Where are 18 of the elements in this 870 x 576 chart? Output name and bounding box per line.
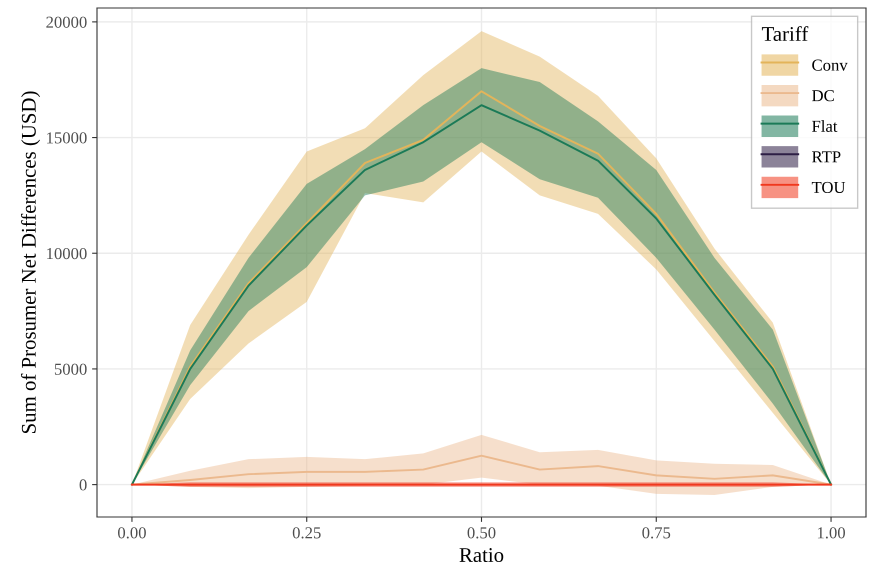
y-tick-label: 15000 [47,132,87,144]
y-tick-label: 10000 [47,248,87,260]
x-tick-label: 0.75 [642,527,670,539]
legend-title: Tariff [762,26,808,41]
y-tick-label: 20000 [46,16,87,28]
legend-label: Flat [812,120,838,132]
x-tick-label: 1.00 [818,527,845,539]
x-tick-label: 0.25 [292,527,321,539]
legend-label: RTP [812,151,840,162]
legend-label: TOU [812,182,846,194]
y-tick-label: 0 [80,479,87,491]
x-axis-title: Ratio [460,548,504,562]
legend-label: Conv [812,60,848,71]
x-tick-label: 0.50 [468,527,496,539]
x-tick-label: 0.00 [118,527,146,539]
legend-label: DC [812,90,834,102]
y-tick-label: 5000 [54,364,87,375]
y-axis-title: Sum of Prosumer Net Differences (USD) [20,91,40,434]
